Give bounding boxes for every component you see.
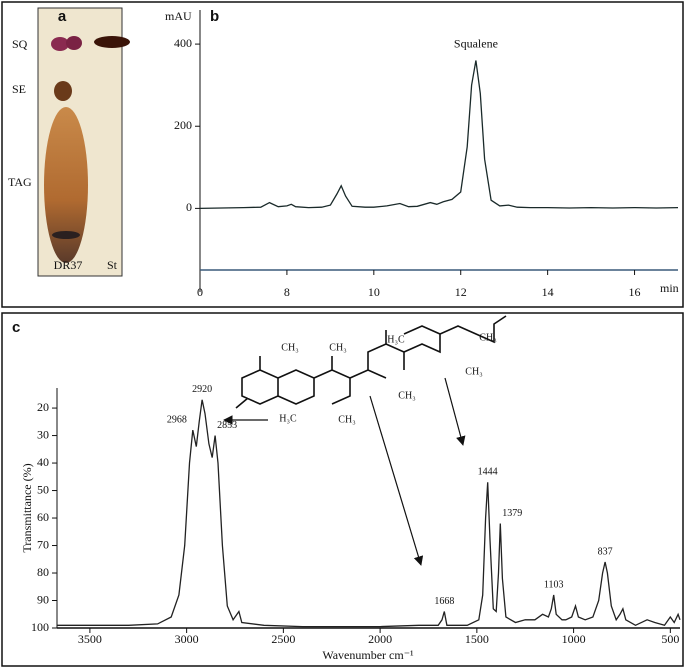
lane-label: St: [107, 258, 118, 272]
x-tick-label: 2500: [271, 632, 295, 646]
peak-label: 1379: [502, 508, 522, 519]
x-tick-label: 14: [542, 285, 554, 299]
spot: [52, 231, 80, 239]
y-tick-label: 90: [37, 592, 49, 606]
structure-label: CH₃: [281, 342, 298, 353]
x-tick-label: 8: [284, 285, 290, 299]
x-tick-label: 10: [368, 285, 380, 299]
peak-label: 2920: [192, 384, 212, 395]
y-tick-label: 60: [37, 510, 49, 524]
structure-label: CH₃: [479, 332, 496, 343]
y-tick-label: 80: [37, 565, 49, 579]
x-tick-label: 16: [629, 285, 641, 299]
panel-frame: [1, 1, 684, 308]
row-label: SQ: [12, 37, 28, 51]
y-tick-label: 50: [37, 482, 49, 496]
structure-label: H₃C: [387, 334, 405, 345]
spot: [44, 107, 88, 263]
x-axis-label: min: [660, 281, 679, 295]
y-tick-label: 40: [37, 455, 49, 469]
x-tick-label: 1500: [465, 632, 489, 646]
y-tick-label: 20: [37, 400, 49, 414]
structure-label: H₃C: [279, 413, 297, 424]
panel-label: a: [58, 8, 67, 25]
y-axis-label: mAU: [165, 9, 192, 23]
squalene-structure: [235, 315, 507, 409]
x-tick-label: 1000: [562, 632, 586, 646]
peak-label: 2968: [167, 414, 187, 425]
x-axis-label: Wavenumber cm⁻¹: [322, 648, 414, 662]
y-axis-label: Transmittance (%): [20, 463, 34, 552]
x-tick-label: 12: [455, 285, 467, 299]
arrow: [444, 377, 466, 446]
structure-label: CH₃: [398, 390, 415, 401]
peak-label: 1103: [544, 579, 564, 590]
panel-frame: [1, 312, 684, 667]
spot: [66, 36, 82, 50]
x-tick-label: 500: [661, 632, 679, 646]
data-line: [57, 399, 681, 628]
x-origin-label: 0: [197, 285, 203, 299]
structure-label: CH₃: [329, 342, 346, 353]
y-tick-label: 400: [174, 36, 192, 50]
x-tick-label: 3500: [78, 632, 102, 646]
peak-label: 1668: [434, 596, 454, 607]
y-tick-label: 200: [174, 118, 192, 132]
peak-label: 837: [598, 546, 613, 557]
y-tick-label: 30: [37, 427, 49, 441]
arrow: [369, 395, 424, 566]
spot: [51, 37, 69, 51]
structure-label: CH₃: [338, 414, 355, 425]
x-tick-label: 3000: [175, 632, 199, 646]
data-line: [199, 60, 679, 210]
peak-label: 2853: [217, 420, 237, 431]
structure-label: CH₃: [465, 366, 482, 377]
spot: [94, 36, 130, 48]
peak-label: 1444: [478, 467, 498, 478]
y-tick-label: 0: [186, 200, 192, 214]
spot: [54, 81, 72, 101]
y-tick-label: 70: [37, 537, 49, 551]
y-tick-label: 100: [31, 620, 49, 634]
row-label: SE: [12, 82, 26, 96]
panel-label: c: [12, 319, 20, 336]
row-label: TAG: [8, 175, 32, 189]
x-tick-label: 2000: [368, 632, 392, 646]
lane-label: DR37: [54, 258, 83, 272]
tlc-plate: [37, 7, 130, 277]
annotation: Squalene: [454, 36, 498, 50]
panel-label: b: [210, 8, 219, 25]
